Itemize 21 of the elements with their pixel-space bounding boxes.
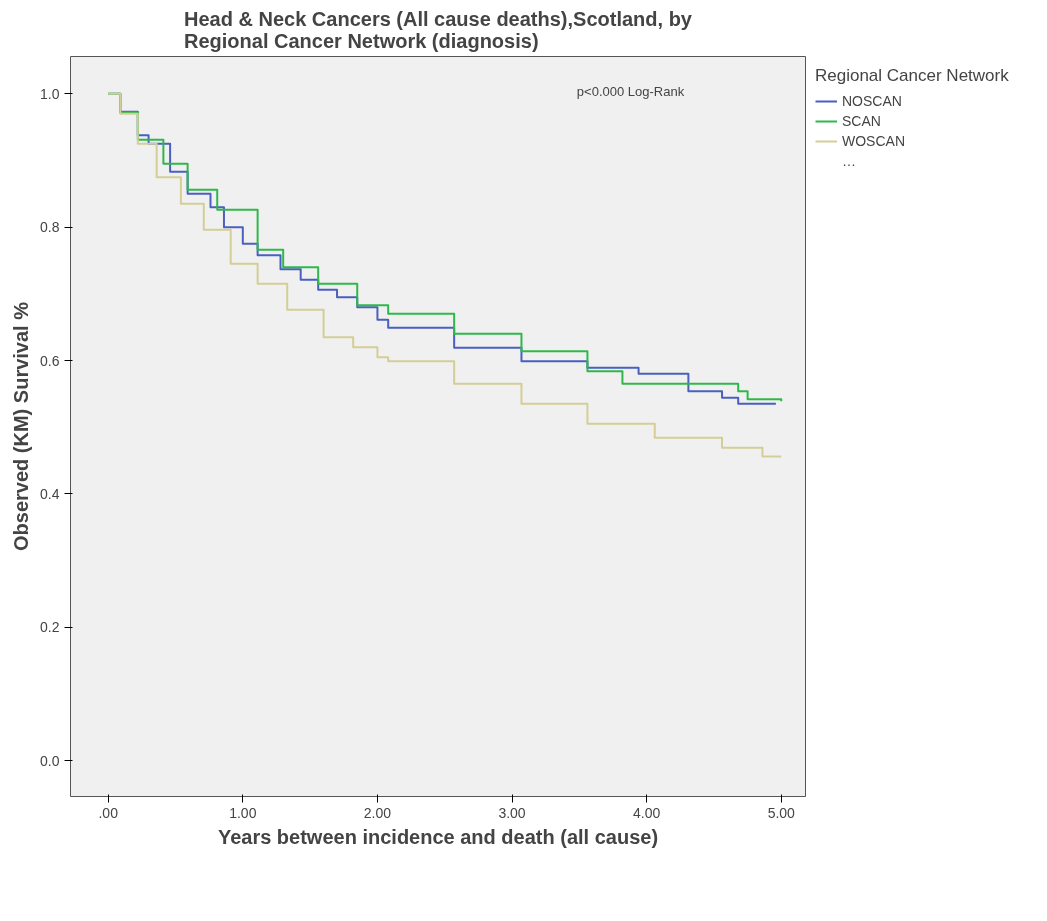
x-tick-label: 4.00 bbox=[633, 804, 661, 821]
legend-label: WOSCAN bbox=[842, 133, 905, 149]
y-tick-label: 1.0 bbox=[40, 85, 60, 102]
x-tick-label: 1.00 bbox=[229, 804, 257, 821]
y-tick-label: 0.0 bbox=[40, 752, 60, 769]
x-tick-label: .00 bbox=[98, 804, 119, 821]
chart-title: Head & Neck Cancers (All cause deaths),Scotland, by Regional Cancer Network (diagnosis) bbox=[184, 7, 693, 52]
legend-label: SCAN bbox=[842, 113, 881, 129]
x-axis-title: Years between incidence and death (all cause) bbox=[217, 825, 659, 848]
text: … bbox=[842, 153, 857, 169]
x-tick-label: 2.00 bbox=[363, 804, 392, 821]
x-tick-label: 3.00 bbox=[498, 804, 526, 821]
legend-label: NOSCAN bbox=[842, 93, 902, 109]
x-tick-label: 5.00 bbox=[767, 804, 796, 821]
y-tick-label: 0.8 bbox=[40, 219, 60, 236]
y-tick-label: 0.2 bbox=[40, 619, 60, 636]
y-tick-label: 0.6 bbox=[40, 352, 60, 369]
annotation: p<0.000 Log-Rank bbox=[576, 84, 685, 99]
y-axis-title: Observed (KM) Survival % bbox=[10, 301, 33, 551]
y-tick-label: 0.4 bbox=[40, 485, 60, 502]
legend-title: Regional Cancer Network bbox=[815, 66, 1009, 86]
